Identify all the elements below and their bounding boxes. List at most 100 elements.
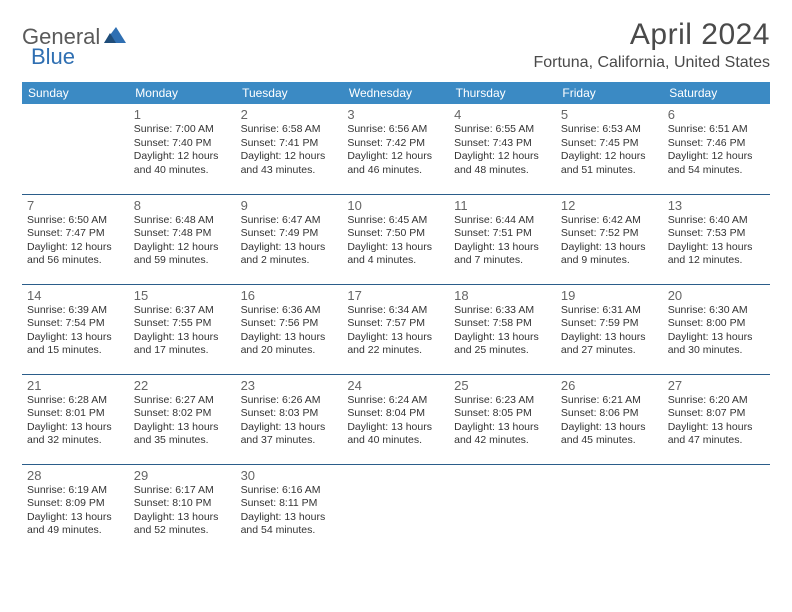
day-number: 30 xyxy=(241,468,338,483)
day-detail: Sunrise: 6:39 AMSunset: 7:54 PMDaylight:… xyxy=(27,304,124,359)
calendar-day-cell: 12Sunrise: 6:42 AMSunset: 7:52 PMDayligh… xyxy=(556,194,663,284)
calendar-day-cell: 27Sunrise: 6:20 AMSunset: 8:07 PMDayligh… xyxy=(663,374,770,464)
day-number: 29 xyxy=(134,468,231,483)
day-number: 7 xyxy=(27,198,124,213)
calendar-day-cell: 17Sunrise: 6:34 AMSunset: 7:57 PMDayligh… xyxy=(342,284,449,374)
calendar-day-cell: 30Sunrise: 6:16 AMSunset: 8:11 PMDayligh… xyxy=(236,464,343,554)
calendar-day-cell: 20Sunrise: 6:30 AMSunset: 8:00 PMDayligh… xyxy=(663,284,770,374)
calendar-day-cell: 22Sunrise: 6:27 AMSunset: 8:02 PMDayligh… xyxy=(129,374,236,464)
day-detail: Sunrise: 6:37 AMSunset: 7:55 PMDaylight:… xyxy=(134,304,231,359)
day-number: 13 xyxy=(668,198,765,213)
day-number: 24 xyxy=(347,378,444,393)
day-detail: Sunrise: 6:30 AMSunset: 8:00 PMDaylight:… xyxy=(668,304,765,359)
calendar-day-cell: 7Sunrise: 6:50 AMSunset: 7:47 PMDaylight… xyxy=(22,194,129,284)
calendar-week-row: 28Sunrise: 6:19 AMSunset: 8:09 PMDayligh… xyxy=(22,464,770,554)
calendar-day-cell: 1Sunrise: 7:00 AMSunset: 7:40 PMDaylight… xyxy=(129,104,236,194)
weekday-header: Saturday xyxy=(663,82,770,104)
day-number: 22 xyxy=(134,378,231,393)
calendar-day-cell: 26Sunrise: 6:21 AMSunset: 8:06 PMDayligh… xyxy=(556,374,663,464)
calendar-day-cell: 24Sunrise: 6:24 AMSunset: 8:04 PMDayligh… xyxy=(342,374,449,464)
day-number: 8 xyxy=(134,198,231,213)
day-detail: Sunrise: 6:42 AMSunset: 7:52 PMDaylight:… xyxy=(561,214,658,269)
day-detail: Sunrise: 6:53 AMSunset: 7:45 PMDaylight:… xyxy=(561,123,658,178)
calendar-day-cell: 4Sunrise: 6:55 AMSunset: 7:43 PMDaylight… xyxy=(449,104,556,194)
day-number: 4 xyxy=(454,107,551,122)
day-number: 12 xyxy=(561,198,658,213)
day-detail: Sunrise: 6:24 AMSunset: 8:04 PMDaylight:… xyxy=(347,394,444,449)
day-number: 19 xyxy=(561,288,658,303)
day-number: 27 xyxy=(668,378,765,393)
calendar-day-cell: 8Sunrise: 6:48 AMSunset: 7:48 PMDaylight… xyxy=(129,194,236,284)
calendar-day-cell: 29Sunrise: 6:17 AMSunset: 8:10 PMDayligh… xyxy=(129,464,236,554)
day-detail: Sunrise: 6:34 AMSunset: 7:57 PMDaylight:… xyxy=(347,304,444,359)
calendar-empty-cell xyxy=(22,104,129,194)
day-detail: Sunrise: 6:40 AMSunset: 7:53 PMDaylight:… xyxy=(668,214,765,269)
weekday-header: Thursday xyxy=(449,82,556,104)
month-title: April 2024 xyxy=(533,18,770,52)
calendar-empty-cell xyxy=(556,464,663,554)
calendar-day-cell: 9Sunrise: 6:47 AMSunset: 7:49 PMDaylight… xyxy=(236,194,343,284)
day-detail: Sunrise: 6:51 AMSunset: 7:46 PMDaylight:… xyxy=(668,123,765,178)
logo-text-blue: Blue xyxy=(31,44,75,69)
calendar-day-cell: 19Sunrise: 6:31 AMSunset: 7:59 PMDayligh… xyxy=(556,284,663,374)
day-number: 16 xyxy=(241,288,338,303)
calendar-week-row: 7Sunrise: 6:50 AMSunset: 7:47 PMDaylight… xyxy=(22,194,770,284)
calendar-empty-cell xyxy=(449,464,556,554)
weekday-header: Friday xyxy=(556,82,663,104)
calendar-week-row: 1Sunrise: 7:00 AMSunset: 7:40 PMDaylight… xyxy=(22,104,770,194)
location-text: Fortuna, California, United States xyxy=(533,54,770,72)
day-detail: Sunrise: 6:44 AMSunset: 7:51 PMDaylight:… xyxy=(454,214,551,269)
day-number: 21 xyxy=(27,378,124,393)
day-number: 1 xyxy=(134,107,231,122)
day-number: 26 xyxy=(561,378,658,393)
day-number: 25 xyxy=(454,378,551,393)
calendar-day-cell: 5Sunrise: 6:53 AMSunset: 7:45 PMDaylight… xyxy=(556,104,663,194)
calendar-empty-cell xyxy=(342,464,449,554)
day-number: 28 xyxy=(27,468,124,483)
day-detail: Sunrise: 6:16 AMSunset: 8:11 PMDaylight:… xyxy=(241,484,338,539)
day-detail: Sunrise: 6:56 AMSunset: 7:42 PMDaylight:… xyxy=(347,123,444,178)
weekday-header: Sunday xyxy=(22,82,129,104)
calendar-week-row: 21Sunrise: 6:28 AMSunset: 8:01 PMDayligh… xyxy=(22,374,770,464)
weekday-header: Tuesday xyxy=(236,82,343,104)
day-detail: Sunrise: 6:28 AMSunset: 8:01 PMDaylight:… xyxy=(27,394,124,449)
day-number: 20 xyxy=(668,288,765,303)
day-number: 5 xyxy=(561,107,658,122)
header: General April 2024 Fortuna, California, … xyxy=(22,18,770,72)
calendar-day-cell: 28Sunrise: 6:19 AMSunset: 8:09 PMDayligh… xyxy=(22,464,129,554)
day-detail: Sunrise: 6:26 AMSunset: 8:03 PMDaylight:… xyxy=(241,394,338,449)
calendar-day-cell: 11Sunrise: 6:44 AMSunset: 7:51 PMDayligh… xyxy=(449,194,556,284)
weekday-header: Wednesday xyxy=(342,82,449,104)
day-detail: Sunrise: 6:50 AMSunset: 7:47 PMDaylight:… xyxy=(27,214,124,269)
day-detail: Sunrise: 6:55 AMSunset: 7:43 PMDaylight:… xyxy=(454,123,551,178)
day-detail: Sunrise: 6:20 AMSunset: 8:07 PMDaylight:… xyxy=(668,394,765,449)
day-number: 3 xyxy=(347,107,444,122)
calendar-day-cell: 25Sunrise: 6:23 AMSunset: 8:05 PMDayligh… xyxy=(449,374,556,464)
calendar-day-cell: 21Sunrise: 6:28 AMSunset: 8:01 PMDayligh… xyxy=(22,374,129,464)
day-detail: Sunrise: 6:58 AMSunset: 7:41 PMDaylight:… xyxy=(241,123,338,178)
calendar-day-cell: 15Sunrise: 6:37 AMSunset: 7:55 PMDayligh… xyxy=(129,284,236,374)
day-detail: Sunrise: 6:48 AMSunset: 7:48 PMDaylight:… xyxy=(134,214,231,269)
day-detail: Sunrise: 6:17 AMSunset: 8:10 PMDaylight:… xyxy=(134,484,231,539)
calendar-day-cell: 10Sunrise: 6:45 AMSunset: 7:50 PMDayligh… xyxy=(342,194,449,284)
calendar-day-cell: 18Sunrise: 6:33 AMSunset: 7:58 PMDayligh… xyxy=(449,284,556,374)
day-detail: Sunrise: 6:45 AMSunset: 7:50 PMDaylight:… xyxy=(347,214,444,269)
day-detail: Sunrise: 7:00 AMSunset: 7:40 PMDaylight:… xyxy=(134,123,231,178)
day-detail: Sunrise: 6:47 AMSunset: 7:49 PMDaylight:… xyxy=(241,214,338,269)
calendar-header-row: SundayMondayTuesdayWednesdayThursdayFrid… xyxy=(22,82,770,104)
day-detail: Sunrise: 6:36 AMSunset: 7:56 PMDaylight:… xyxy=(241,304,338,359)
calendar-day-cell: 13Sunrise: 6:40 AMSunset: 7:53 PMDayligh… xyxy=(663,194,770,284)
day-number: 2 xyxy=(241,107,338,122)
day-detail: Sunrise: 6:21 AMSunset: 8:06 PMDaylight:… xyxy=(561,394,658,449)
calendar-body: 1Sunrise: 7:00 AMSunset: 7:40 PMDaylight… xyxy=(22,104,770,554)
calendar-day-cell: 2Sunrise: 6:58 AMSunset: 7:41 PMDaylight… xyxy=(236,104,343,194)
day-number: 23 xyxy=(241,378,338,393)
day-number: 10 xyxy=(347,198,444,213)
calendar-day-cell: 14Sunrise: 6:39 AMSunset: 7:54 PMDayligh… xyxy=(22,284,129,374)
weekday-header: Monday xyxy=(129,82,236,104)
calendar-day-cell: 6Sunrise: 6:51 AMSunset: 7:46 PMDaylight… xyxy=(663,104,770,194)
day-number: 18 xyxy=(454,288,551,303)
day-number: 17 xyxy=(347,288,444,303)
calendar-page: General April 2024 Fortuna, California, … xyxy=(0,0,792,572)
day-number: 9 xyxy=(241,198,338,213)
